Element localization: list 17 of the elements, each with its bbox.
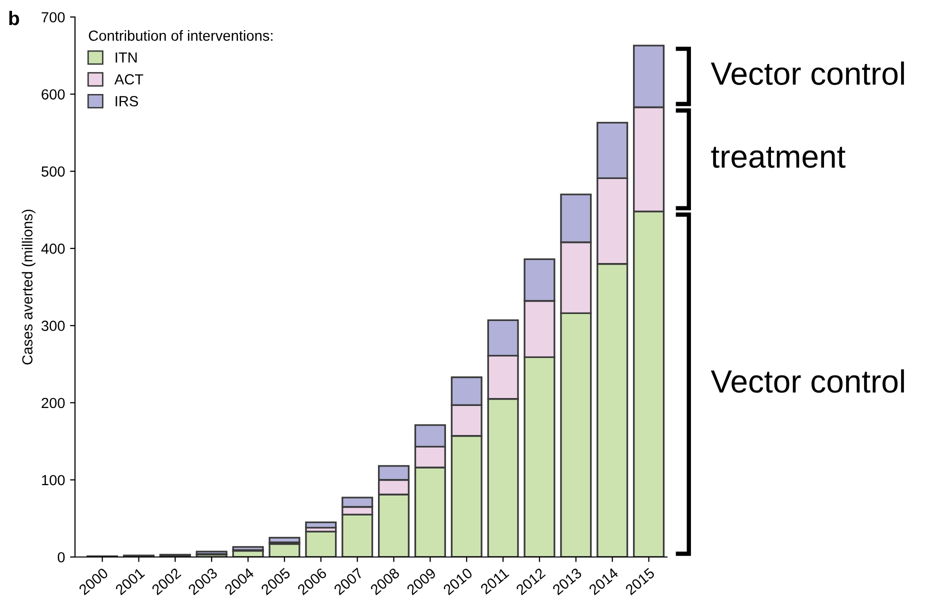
y-tick-label: 0: [58, 552, 65, 562]
y-tick-label: 500: [42, 166, 65, 177]
y-tick-label: 600: [42, 89, 65, 100]
y-tick-label: 400: [41, 244, 65, 254]
legend-label: ITN: [116, 52, 137, 63]
legend-label: ACT: [114, 74, 144, 85]
y-tick-label: 200: [42, 398, 65, 408]
y-axis-title: Cases averted (millions): [22, 210, 36, 364]
y-tick-label: 300: [42, 320, 65, 331]
y-tick-label: 100: [42, 474, 65, 486]
text: Vector control: [710, 62, 904, 85]
legend-title: Contribution of interventions:: [88, 30, 272, 41]
text: Vector control: [710, 369, 904, 393]
text: b: [9, 10, 20, 26]
y-tick-label: 700: [42, 12, 65, 22]
legend-label: IRS: [116, 96, 138, 106]
text: treatment: [711, 146, 846, 168]
